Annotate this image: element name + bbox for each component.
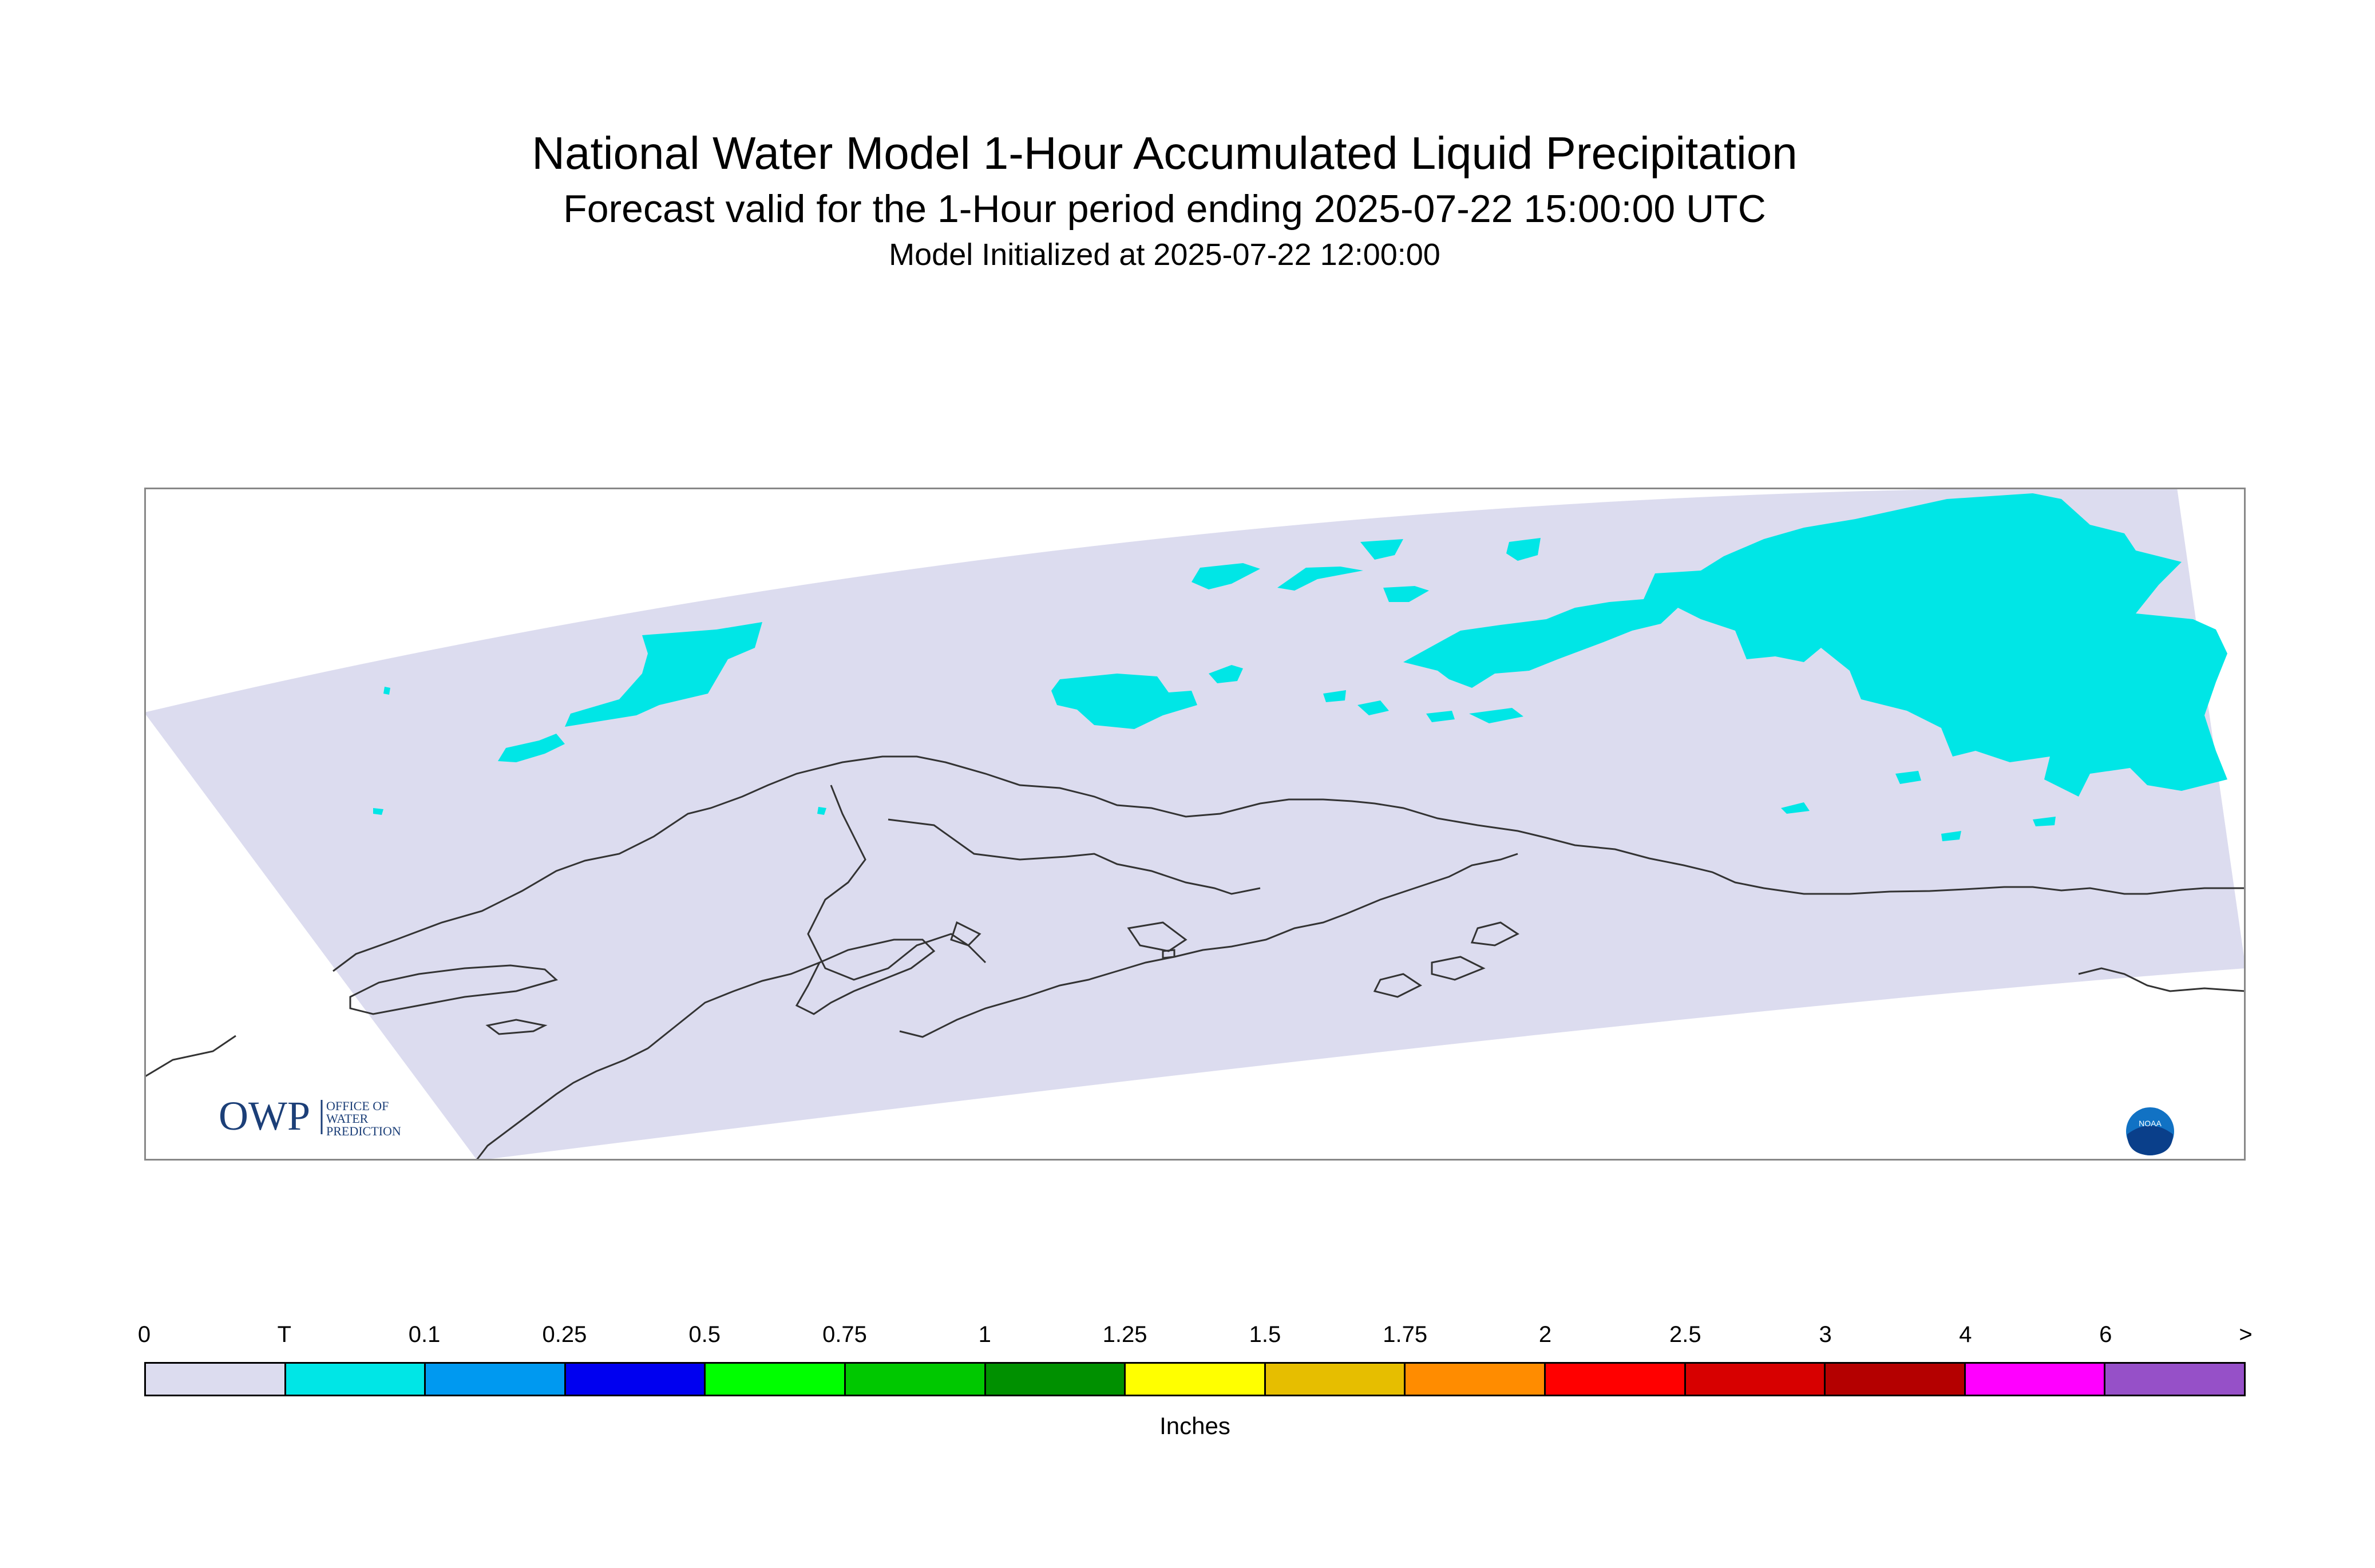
legend-swatch-10 (1545, 1364, 1686, 1395)
legend-swatch-11 (1685, 1364, 1826, 1395)
noaa-emblem-wave (2127, 1126, 2173, 1155)
legend-tick-label: 6 (2099, 1322, 2112, 1347)
legend-swatch-6 (985, 1364, 1126, 1395)
legend-units-label: Inches (1159, 1412, 1230, 1439)
precip-area-center10 (1469, 708, 1523, 723)
coastline-island-5 (1373, 973, 1422, 998)
coastline-island-4 (1431, 956, 1486, 981)
precip-area-ne-small4 (2033, 817, 2056, 826)
coastline-west-1 (144, 1035, 236, 1078)
precip-area-center11 (1426, 711, 1455, 722)
map-subtitle: Forecast valid for the 1-Hour period end… (563, 187, 1766, 231)
coastlines (144, 755, 2246, 1161)
legend-swatch-1 (286, 1364, 426, 1395)
precipitation-map: OWP OFFICE OF WATER PREDICTION NOAA (144, 488, 2246, 1161)
precip-area-center5 (1383, 586, 1429, 602)
legend-swatch-12 (1826, 1364, 1966, 1395)
owp-logo-text: OWP (219, 1093, 310, 1139)
noaa-emblem: NOAA (2126, 1107, 2174, 1155)
legend-swatch-8 (1265, 1364, 1406, 1395)
precip-area-small1 (383, 687, 390, 695)
coastline-west-3 (485, 1019, 548, 1035)
precip-area-ne-small1 (1895, 771, 1921, 784)
map-frame (144, 488, 2246, 1161)
legend-tick-label: 2.5 (1669, 1322, 1701, 1347)
precip-area-ne-main (1403, 493, 2227, 797)
precip-trace-areas (373, 493, 2227, 841)
noaa-emblem-text: NOAA (2139, 1119, 2162, 1128)
coastline-south-coast (899, 853, 1518, 1038)
legend-swatch-9 (1406, 1364, 1546, 1395)
color-legend-bar (144, 1362, 2246, 1396)
owp-logo-line2: WATER (326, 1111, 369, 1126)
precip-area-center7 (1360, 539, 1403, 560)
precip-area-ne-small3 (1941, 831, 1961, 841)
owp-logo: OWP OFFICE OF WATER PREDICTION (219, 1093, 401, 1139)
precip-area-center4 (1192, 563, 1260, 589)
coastline-west-2 (349, 964, 559, 1015)
precip-area-center6 (1506, 538, 1541, 561)
coastline-island-3 (1470, 921, 1519, 947)
legend-tick-label: 3 (1819, 1322, 1832, 1347)
legend-tick-label: 0.75 (822, 1322, 867, 1347)
precip-area-ne-small2 (1781, 802, 1810, 814)
legend-swatch-0 (146, 1364, 286, 1395)
legend-tick-label: T (277, 1322, 292, 1347)
precip-area-center8 (1357, 700, 1389, 715)
legend-swatch-3 (565, 1364, 706, 1395)
coastline-island-2 (1127, 921, 1188, 952)
legend-tick-label: > (2239, 1322, 2253, 1347)
coastline-cook-inlet (888, 818, 1261, 895)
model-init-time: Model Initialized at 2025-07-22 12:00:00 (889, 237, 1440, 272)
legend-swatch-5 (845, 1364, 986, 1395)
owp-logo-line1: OFFICE OF (326, 1099, 389, 1113)
legend-tick-label: 1.5 (1249, 1322, 1281, 1347)
legend-tick-label: 1.75 (1383, 1322, 1428, 1347)
precip-area-center9 (1323, 690, 1346, 702)
legend-swatch-4 (706, 1364, 846, 1395)
legend-swatch-14 (2105, 1364, 2244, 1395)
legend-tick-label: 0.25 (542, 1322, 587, 1347)
owp-logo-line3: PREDICTION (326, 1124, 401, 1138)
precip-area-nw2 (498, 734, 565, 762)
precip-area-small2 (373, 808, 383, 815)
legend-tick-label: 1.25 (1102, 1322, 1147, 1347)
coastline-kodiak (795, 939, 936, 1015)
precip-area-nw1 (565, 622, 762, 727)
coastline-island-1 (950, 921, 981, 947)
legend-swatch-2 (426, 1364, 566, 1395)
precip-area-center3 (1277, 567, 1363, 591)
legend-tick-label: 2 (1538, 1322, 1552, 1347)
precip-area-small3 (817, 807, 826, 815)
coastline-kenai-peninsula (807, 785, 987, 981)
legend-swatch-13 (1965, 1364, 2106, 1395)
coastline-far-east (2078, 967, 2246, 992)
legend-tick-label: 0 (137, 1322, 151, 1347)
legend-swatch-7 (1126, 1364, 1266, 1395)
legend-tick-label: 1 (978, 1322, 991, 1347)
coastline-inland-lake (1162, 949, 1175, 959)
legend-tick-label: 4 (1959, 1322, 1972, 1347)
precip-area-center1 (1051, 674, 1197, 729)
coastline-alaska-peninsula (475, 961, 820, 1161)
legend-tick-label: 0.5 (688, 1322, 721, 1347)
map-title: National Water Model 1-Hour Accumulated … (532, 128, 1798, 179)
precip-area-center2 (1209, 665, 1243, 683)
legend-tick-label: 0.1 (408, 1322, 441, 1347)
coastline-mainland (332, 755, 2246, 972)
